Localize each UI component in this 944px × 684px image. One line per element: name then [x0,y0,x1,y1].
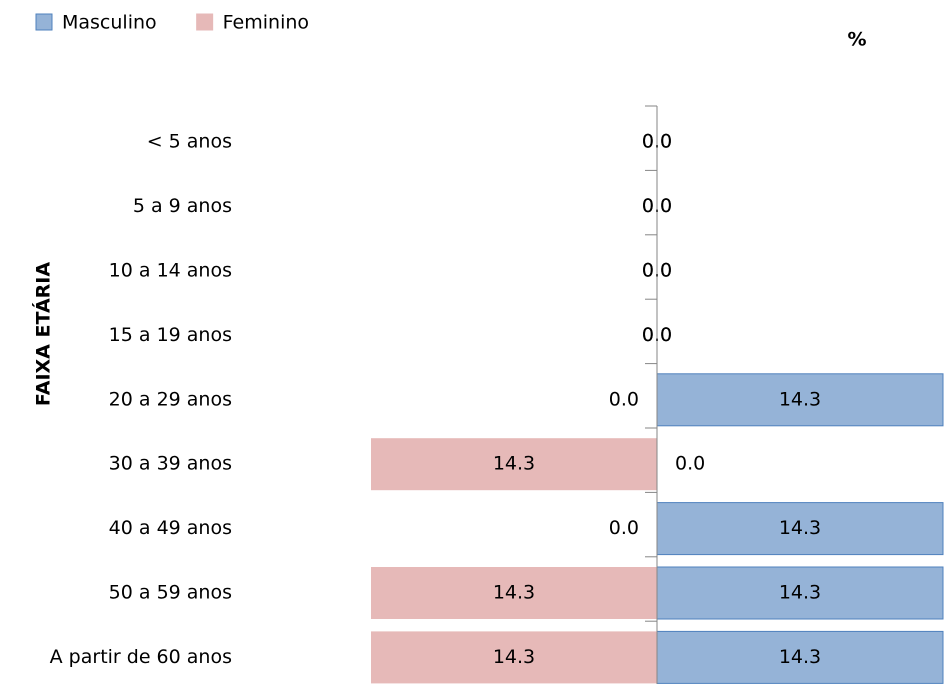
data-label: 14.3 [779,646,821,668]
bar [371,438,657,491]
data-label: 14.3 [493,453,535,475]
data-label: 14.3 [779,582,821,604]
data-label: 14.3 [493,582,535,604]
bar [371,567,657,619]
y-tick-label: 40 a 49 anos [109,517,232,539]
bar [656,502,944,556]
legend-swatch [35,13,53,31]
y-tick-label: 50 a 59 anos [109,582,232,604]
data-label: 14.3 [779,388,821,410]
legend-swatch [196,13,214,31]
y-tick-label: 10 a 14 anos [109,260,232,282]
data-label: 14.3 [779,517,821,539]
y-tick-label: 15 a 19 anos [109,324,232,346]
bar [371,631,657,684]
bar [656,566,944,620]
y-tick-label: 20 a 29 anos [109,388,232,410]
data-label: 0.0 [609,388,639,410]
legend-label: Masculino [62,12,157,34]
data-label: 0.0 [609,517,639,539]
y-tick-label: 5 a 9 anos [133,195,232,217]
y-axis-label: FAIXA ETÁRIA [32,262,55,406]
y-tick-label: < 5 anos [147,131,232,153]
legend-label: Feminino [223,12,309,34]
data-label: 0.0 [675,453,705,475]
y-tick-label: A partir de 60 anos [50,646,232,668]
y-tick-label: 30 a 39 anos [109,453,232,475]
x-axis-label: % [847,29,866,51]
data-label: 14.3 [493,646,535,668]
bar [656,373,944,427]
